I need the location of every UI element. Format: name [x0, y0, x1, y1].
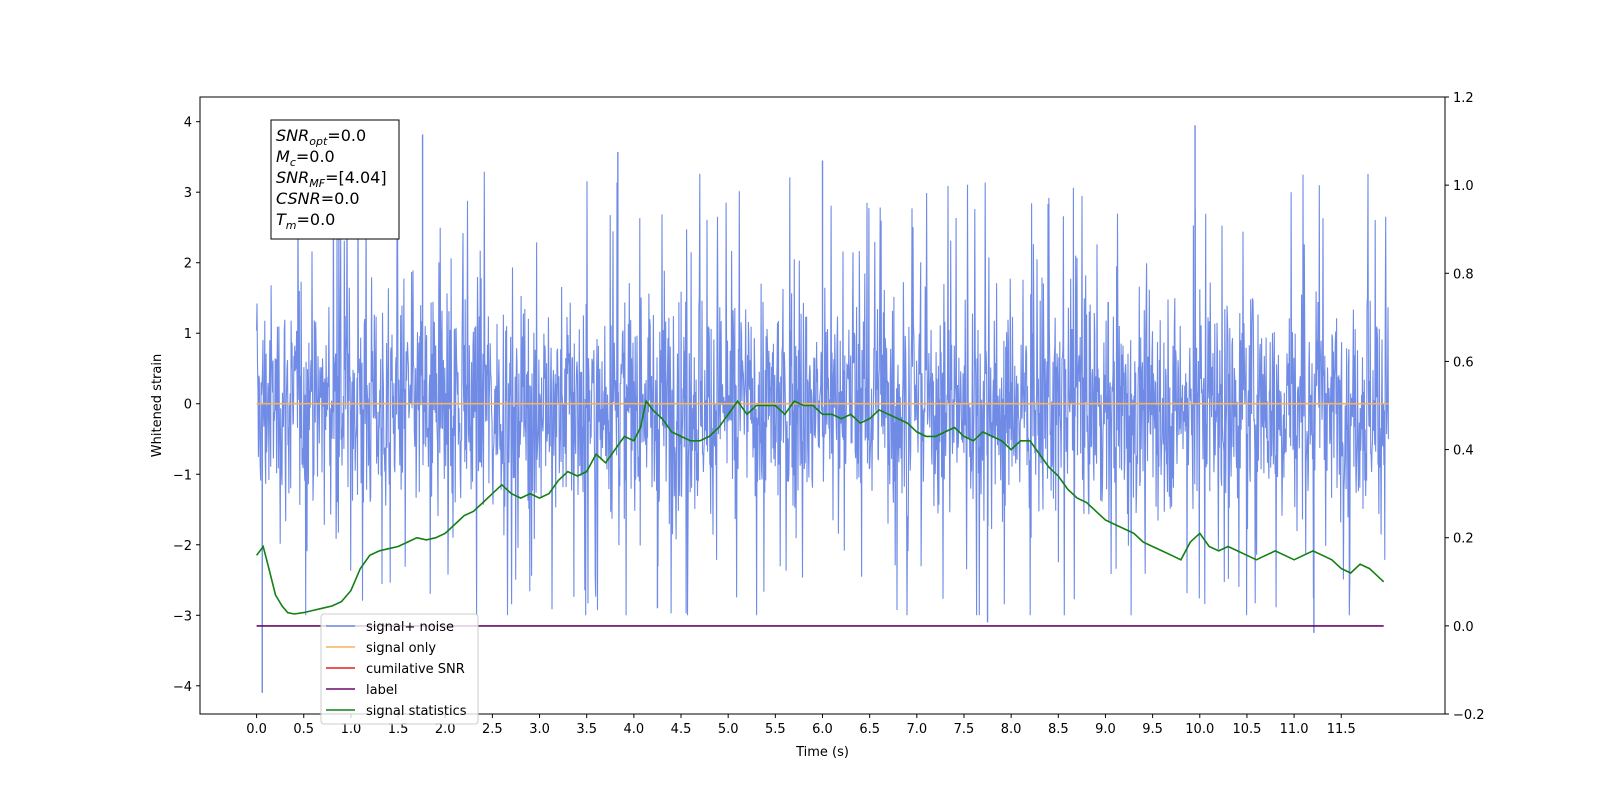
y-right-tick-label: 0.6	[1453, 355, 1474, 370]
y-left-tick-label: −3	[173, 609, 192, 624]
series-signal-noise-line	[256, 171, 1389, 616]
legend-label: label	[366, 683, 397, 698]
x-tick-label: 2.5	[482, 722, 503, 737]
y-right-tick-label: 0.2	[1453, 532, 1474, 547]
y-left-tick-label: −1	[173, 468, 192, 483]
legend-label: signal+ noise	[366, 620, 454, 635]
y-right-tick-label: 0.0	[1453, 620, 1474, 635]
x-tick-label: 6.5	[859, 722, 880, 737]
x-tick-label: 8.0	[1001, 722, 1022, 737]
infobox-row: CSNR=0.0	[276, 189, 360, 208]
x-tick-label: 8.5	[1048, 722, 1069, 737]
infobox-row: SNRMF=[4.04]	[276, 168, 387, 190]
axes: 0.0 0.5 1.0 1.5 2.0 2.5 3.0 3.5 4.0 4.5 5.0 5.5 6.0 6…	[150, 91, 1485, 760]
y-left-tick-label: −2	[173, 539, 192, 554]
legend-label: signal statistics	[366, 704, 467, 719]
x-tick-label: 5.0	[718, 722, 739, 737]
x-tick-label: 4.5	[671, 722, 692, 737]
x-tick-label: 1.0	[341, 722, 362, 737]
legend-label: cumilative SNR	[366, 662, 465, 677]
y-right-tick-label: 0.8	[1453, 267, 1474, 282]
x-tick-label: 7.0	[906, 722, 927, 737]
x-tick-label: 6.0	[812, 722, 833, 737]
x-tick-label: 0.5	[293, 722, 314, 737]
y-right-tick-label: 1.2	[1453, 91, 1474, 106]
x-tick-label: 10.5	[1232, 722, 1261, 737]
x-tick-label: 11.5	[1327, 722, 1356, 737]
x-tick-label: 1.5	[388, 722, 409, 737]
x-tick-label: 9.5	[1142, 722, 1163, 737]
x-tick-label: 10.0	[1185, 722, 1214, 737]
y-left-tick-label: 1	[184, 327, 192, 342]
noise-series	[256, 125, 1389, 693]
x-tick-label: 0.0	[246, 722, 267, 737]
x-tick-label: 7.5	[954, 722, 975, 737]
x-tick-label: 5.5	[765, 722, 786, 737]
series-line-4	[255, 399, 1385, 615]
infobox-row: Tm=0.0	[276, 210, 335, 232]
x-tick-label: 3.0	[529, 722, 550, 737]
y-axis-label: Whitened strain	[150, 354, 165, 457]
x-tick-label: 11.0	[1280, 722, 1309, 737]
infobox-frame	[270, 119, 400, 240]
legend-frame	[320, 613, 479, 725]
legend-label: signal only	[366, 641, 436, 656]
infobox-row: Mc=0.0	[276, 147, 335, 169]
y-left-tick-label: −4	[173, 680, 192, 695]
y-right-tick-label: −0.2	[1453, 708, 1485, 723]
x-tick-label: 2.0	[435, 722, 456, 737]
y-right-tick-label: 0.4	[1453, 444, 1474, 459]
y-left-tick-label: 3	[184, 186, 192, 201]
x-axis-label: Time (s)	[795, 745, 849, 760]
x-tick-label: 3.5	[576, 722, 597, 737]
y-left-tick-label: 4	[184, 116, 192, 131]
y-right-tick-label: 1.0	[1453, 179, 1474, 194]
y-left-tick-label: 2	[184, 257, 192, 272]
infobox-row: SNRopt=0.0	[276, 126, 366, 148]
x-tick-label: 9.0	[1095, 722, 1116, 737]
y-left-tick-label: 0	[184, 398, 192, 413]
x-tick-label: 4.0	[624, 722, 645, 737]
legend: signal+ noise signal only cumilative SNR la…	[320, 613, 479, 725]
